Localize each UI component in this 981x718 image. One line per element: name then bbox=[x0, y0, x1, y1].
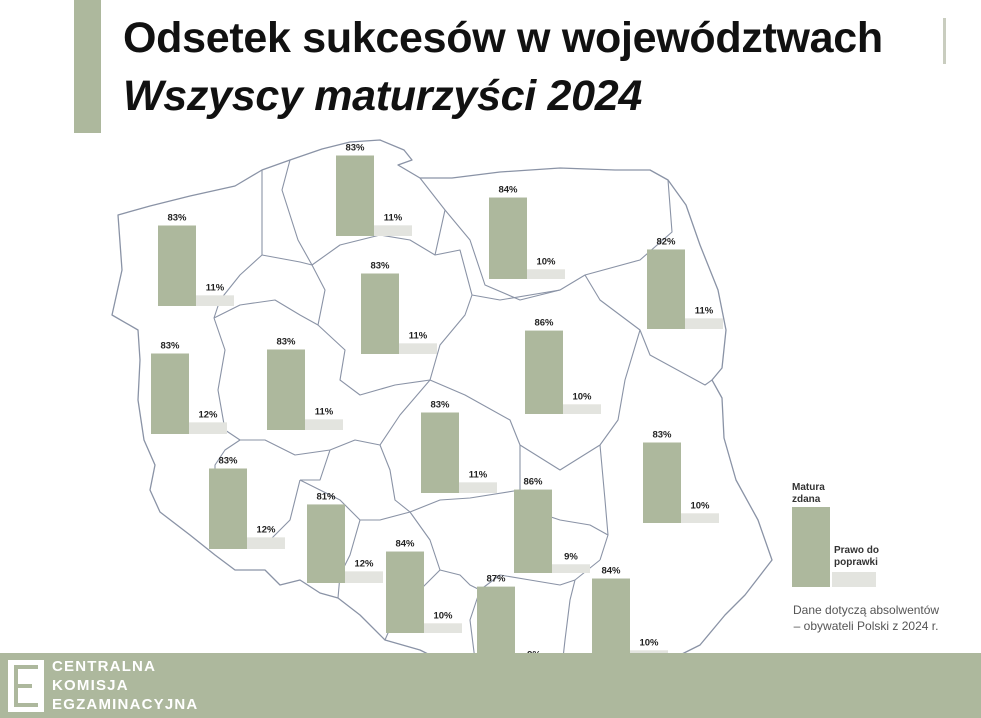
legend-passed-label: Matura zdana bbox=[792, 482, 825, 505]
bar-retake-mazowieckie bbox=[563, 404, 601, 414]
bar-retake-lubuskie bbox=[189, 422, 227, 434]
institution-line3: EGZAMINACYJNA bbox=[52, 696, 199, 713]
bar-passed-mazowieckie bbox=[525, 330, 563, 414]
voivodeship-border bbox=[311, 234, 473, 296]
label-passed-kujawsko-pomorskie: 83% bbox=[370, 260, 390, 271]
page-title: Odsetek sukcesów w województwach bbox=[123, 14, 883, 62]
bar-retake-wielkopolskie bbox=[305, 419, 343, 430]
bar-retake-dolnośląskie bbox=[247, 537, 285, 549]
label-retake-śląskie: 10% bbox=[433, 610, 453, 621]
data-note: Dane dotyczą absolwentów – obywateli Pol… bbox=[793, 602, 939, 634]
data-note-line2: – obywateli Polski z 2024 r. bbox=[793, 619, 939, 633]
cke-logo-icon bbox=[8, 660, 44, 712]
voivodeship-border bbox=[599, 329, 641, 446]
voivodeship-border bbox=[409, 511, 481, 591]
bar-retake-podlaskie bbox=[685, 318, 723, 329]
label-passed-mazowieckie: 86% bbox=[534, 318, 554, 329]
label-retake-mazowieckie: 10% bbox=[572, 391, 592, 402]
bar-passed-wielkopolskie bbox=[267, 349, 305, 430]
institution-name: CENTRALNA KOMISJA EGZAMINACYJNA bbox=[52, 657, 198, 714]
voivodeship-border bbox=[379, 379, 431, 446]
label-passed-opolskie: 81% bbox=[316, 491, 336, 502]
bar-retake-świętokrzyskie bbox=[552, 564, 590, 573]
bar-retake-kujawsko-pomorskie bbox=[399, 343, 437, 354]
label-passed-małopolskie: 87% bbox=[486, 574, 506, 585]
bar-passed-śląskie bbox=[386, 551, 424, 633]
label-retake-podlaskie: 11% bbox=[695, 305, 714, 316]
bar-passed-warmińsko-mazurskie bbox=[489, 197, 527, 279]
voivodeship-border bbox=[311, 264, 431, 396]
label-retake-warmińsko-mazurskie: 10% bbox=[536, 256, 556, 267]
title-separator bbox=[943, 18, 946, 64]
legend-retake-swatch bbox=[832, 572, 876, 587]
bar-retake-zachodniopomorskie bbox=[196, 295, 234, 306]
bar-passed-lubuskie bbox=[151, 353, 189, 434]
bar-retake-pomorskie bbox=[374, 225, 412, 236]
bar-passed-świętokrzyskie bbox=[514, 489, 552, 573]
legend-retake-label: Prawo do poprawki bbox=[834, 545, 880, 568]
voivodeship-border bbox=[213, 299, 319, 326]
label-passed-podkarpackie: 84% bbox=[601, 566, 621, 577]
voivodeship-border bbox=[261, 254, 313, 266]
bar-passed-opolskie bbox=[307, 504, 345, 583]
label-passed-świętokrzyskie: 86% bbox=[523, 477, 543, 488]
voivodeship-border bbox=[409, 489, 521, 513]
bar-passed-podlaskie bbox=[647, 249, 685, 329]
label-passed-podlaskie: 82% bbox=[656, 236, 676, 247]
page-subtitle: Wszyscy maturzyści 2024 bbox=[123, 72, 642, 120]
title-accent-bar bbox=[74, 0, 101, 133]
voivodeship-border bbox=[213, 317, 241, 441]
label-retake-opolskie: 12% bbox=[354, 558, 374, 569]
voivodeship-border bbox=[240, 439, 411, 513]
voivodeship-border bbox=[479, 559, 601, 591]
label-retake-kujawsko-pomorskie: 11% bbox=[409, 330, 428, 341]
institution-line1: CENTRALNA bbox=[52, 658, 157, 675]
institution-line2: KOMISJA bbox=[52, 677, 129, 694]
label-passed-lubuskie: 83% bbox=[160, 340, 180, 351]
label-passed-lubelskie: 83% bbox=[652, 429, 672, 440]
label-passed-łódzkie: 83% bbox=[430, 399, 450, 410]
bar-passed-zachodniopomorskie bbox=[158, 225, 196, 306]
label-passed-dolnośląskie: 83% bbox=[218, 455, 238, 466]
bar-passed-kujawsko-pomorskie bbox=[361, 273, 399, 354]
label-retake-dolnośląskie: 12% bbox=[256, 524, 276, 535]
bar-passed-łódzkie bbox=[421, 412, 459, 493]
voivodeship-border bbox=[471, 289, 561, 301]
bar-passed-dolnośląskie bbox=[209, 468, 247, 549]
bar-retake-opolskie bbox=[345, 571, 383, 583]
bar-passed-lubelskie bbox=[643, 442, 681, 523]
label-retake-lubuskie: 12% bbox=[198, 409, 218, 420]
voivodeship-border bbox=[519, 444, 601, 471]
label-retake-lubelskie: 10% bbox=[690, 500, 710, 511]
label-passed-wielkopolskie: 83% bbox=[276, 336, 296, 347]
label-retake-łódzkie: 11% bbox=[469, 469, 488, 480]
bar-retake-śląskie bbox=[424, 623, 462, 633]
label-retake-wielkopolskie: 11% bbox=[315, 406, 334, 417]
bar-marks: 83% 11% 83% 11% 84% 10% 82% 11% 83% 11% 83% 12% 83% 1… bbox=[151, 142, 723, 671]
footer-band bbox=[0, 653, 981, 718]
label-passed-pomorskie: 83% bbox=[345, 142, 365, 153]
bar-passed-pomorskie bbox=[336, 155, 374, 236]
legend-passed-swatch bbox=[792, 507, 830, 587]
label-retake-świętokrzyskie: 9% bbox=[564, 551, 578, 562]
bar-retake-lubelskie bbox=[681, 513, 719, 523]
label-retake-podkarpackie: 10% bbox=[639, 637, 659, 648]
bar-retake-łódzkie bbox=[459, 482, 497, 493]
voivodeship-border bbox=[281, 159, 313, 266]
label-passed-warmińsko-mazurskie: 84% bbox=[498, 185, 518, 196]
voivodeship-border bbox=[300, 449, 331, 481]
label-passed-zachodniopomorskie: 83% bbox=[167, 212, 187, 223]
voivodeship-border bbox=[584, 274, 713, 386]
label-retake-pomorskie: 11% bbox=[384, 212, 403, 223]
label-passed-śląskie: 84% bbox=[395, 539, 415, 550]
bar-retake-warmińsko-mazurskie bbox=[527, 269, 565, 279]
bar-passed-podkarpackie bbox=[592, 578, 630, 660]
data-note-line1: Dane dotyczą absolwentów bbox=[793, 603, 940, 617]
voivodeship-border bbox=[599, 444, 609, 536]
label-retake-zachodniopomorskie: 11% bbox=[206, 282, 225, 293]
